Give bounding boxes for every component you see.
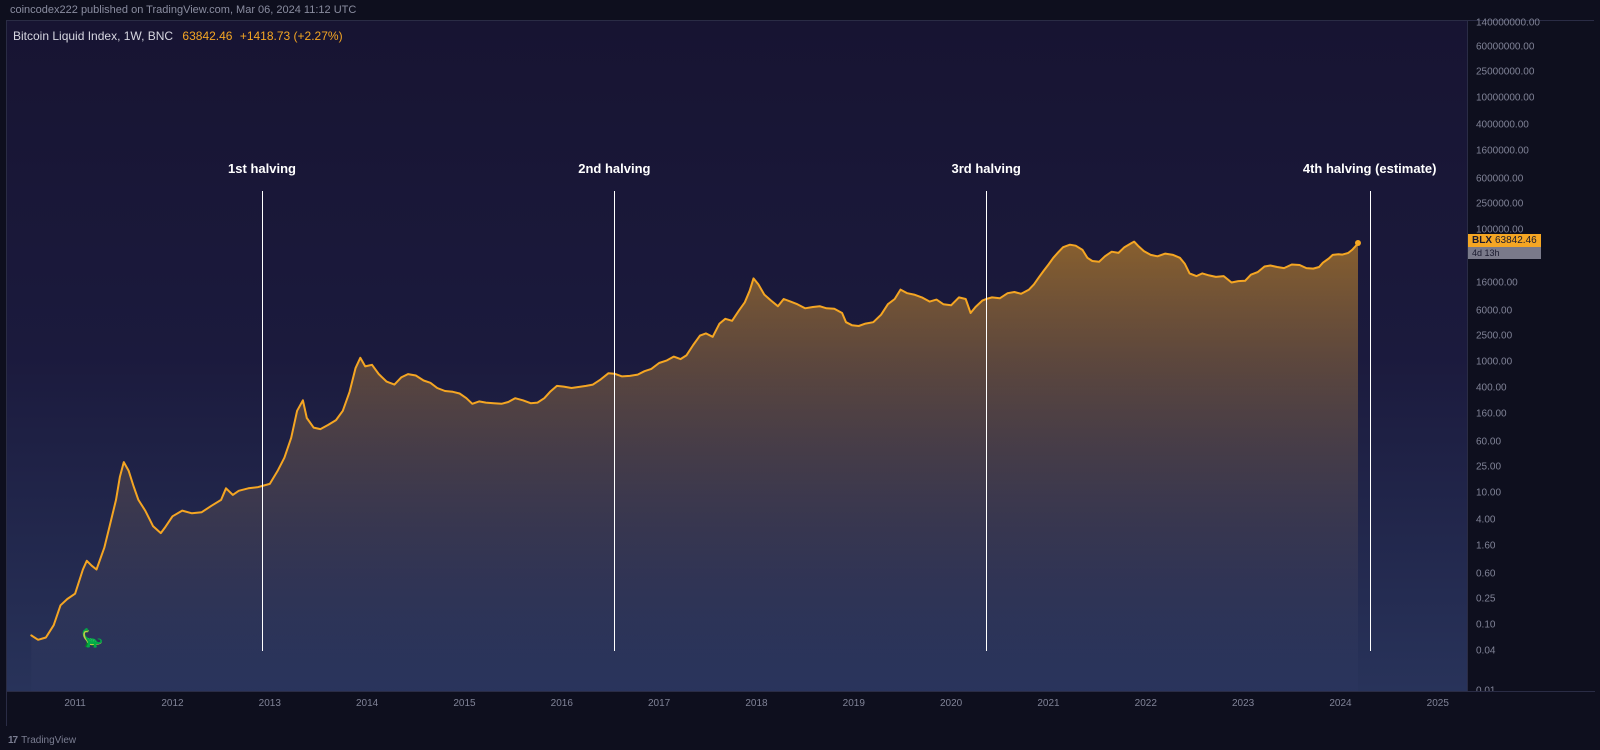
- y-tick: 250000.00: [1476, 198, 1523, 209]
- y-tick: 6000.00: [1476, 305, 1512, 316]
- x-tick: 2014: [356, 698, 378, 709]
- x-tick: 2016: [551, 698, 573, 709]
- y-tick: 10.00: [1476, 488, 1501, 499]
- y-tick: 1000.00: [1476, 356, 1512, 367]
- x-axis[interactable]: 2011 2012 2013 2014 2015 2016 2017 2018 2019 2020…: [7, 691, 1595, 726]
- chart-price: 63842.46: [182, 29, 232, 43]
- y-tick: 400.00: [1476, 382, 1507, 393]
- halving-line: [986, 191, 987, 651]
- footer: 17 TradingView: [8, 735, 76, 746]
- dino-icon: 🦕: [81, 628, 103, 649]
- price-series: [7, 21, 1467, 691]
- y-tick: 0.10: [1476, 620, 1495, 631]
- y-tick: 60000000.00: [1476, 42, 1534, 53]
- y-tick: 25000000.00: [1476, 67, 1534, 78]
- tradingview-icon: 17: [8, 735, 17, 746]
- price-tag-value: 63842.46: [1495, 235, 1537, 246]
- y-tick: 16000.00: [1476, 277, 1518, 288]
- y-tick: 2500.00: [1476, 330, 1512, 341]
- x-tick: 2013: [259, 698, 281, 709]
- halving-line: [262, 191, 263, 651]
- x-tick: 2025: [1427, 698, 1449, 709]
- x-tick: 2022: [1135, 698, 1157, 709]
- y-tick: 1600000.00: [1476, 145, 1529, 156]
- x-tick: 2012: [161, 698, 183, 709]
- x-tick: 2011: [64, 698, 86, 709]
- y-tick: 10000000.00: [1476, 93, 1534, 104]
- x-tick: 2018: [745, 698, 767, 709]
- x-tick: 2015: [453, 698, 475, 709]
- y-tick: 0.25: [1476, 593, 1495, 604]
- x-tick: 2021: [1037, 698, 1059, 709]
- y-tick: 600000.00: [1476, 173, 1523, 184]
- halving-label: 2nd halving: [578, 161, 650, 176]
- y-axis[interactable]: 140000000.0060000000.0025000000.00100000…: [1467, 21, 1595, 691]
- x-tick: 2023: [1232, 698, 1254, 709]
- footer-brand: TradingView: [21, 735, 76, 746]
- y-tick: 0.04: [1476, 646, 1495, 657]
- plot-area[interactable]: 1st halving 2nd halving 3rd halving 4th hal…: [7, 21, 1467, 691]
- y-tick: 160.00: [1476, 409, 1507, 420]
- x-tick: 2017: [648, 698, 670, 709]
- y-tick: 60.00: [1476, 437, 1501, 448]
- halving-label: 4th halving (estimate): [1303, 161, 1437, 176]
- price-tag-countdown: 4d 13h: [1468, 247, 1541, 259]
- halving-line: [1370, 191, 1371, 651]
- page-root: coincodex222 published on TradingView.co…: [0, 0, 1600, 750]
- x-tick: 2024: [1329, 698, 1351, 709]
- halving-label: 3rd halving: [951, 161, 1020, 176]
- chart-frame: Bitcoin Liquid Index, 1W, BNC 63842.46 +…: [6, 20, 1594, 726]
- publish-line: coincodex222 published on TradingView.co…: [10, 4, 356, 16]
- y-tick: 25.00: [1476, 462, 1501, 473]
- halving-label: 1st halving: [228, 161, 296, 176]
- x-tick: 2020: [940, 698, 962, 709]
- halving-line: [614, 191, 615, 651]
- y-tick: 140000000.00: [1476, 17, 1540, 28]
- y-tick: 1.60: [1476, 540, 1495, 551]
- price-tag: BLX 63842.46 4d 13h: [1468, 234, 1541, 259]
- chart-title: Bitcoin Liquid Index, 1W, BNC: [13, 29, 173, 43]
- price-tag-symbol: BLX: [1472, 235, 1492, 246]
- y-tick: 0.60: [1476, 568, 1495, 579]
- y-tick: 4000000.00: [1476, 119, 1529, 130]
- chart-change: +1418.73 (+2.27%): [240, 29, 343, 43]
- chart-title-row: Bitcoin Liquid Index, 1W, BNC 63842.46 +…: [13, 29, 343, 43]
- y-tick: 4.00: [1476, 514, 1495, 525]
- x-tick: 2019: [843, 698, 865, 709]
